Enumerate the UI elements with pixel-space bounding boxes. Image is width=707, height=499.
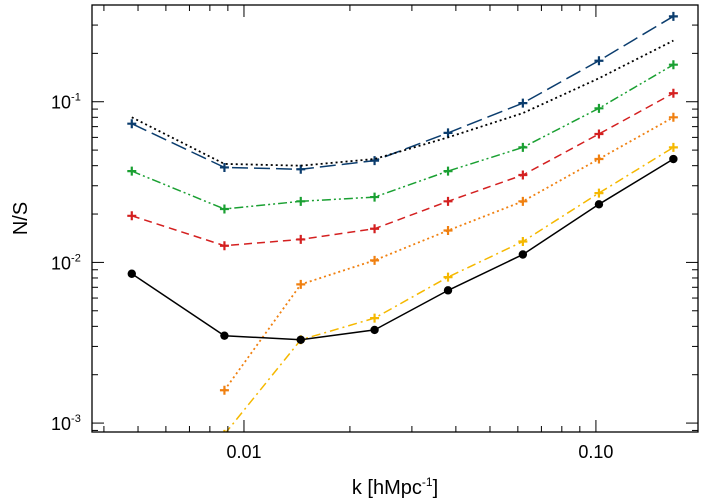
data-point [518, 196, 528, 206]
data-point [220, 331, 229, 340]
data-point [127, 119, 137, 129]
y-tick-label-base: 10 [51, 253, 71, 273]
tick-marks [92, 4, 698, 432]
data-point [127, 211, 137, 221]
data-point [296, 234, 306, 244]
series [127, 88, 678, 251]
data-point [219, 241, 229, 251]
x-axis-label-sup: -1 [422, 475, 433, 489]
data-point [296, 196, 306, 206]
data-point [219, 162, 229, 172]
x-tick-label: 0.01 [226, 442, 261, 462]
data-point [370, 224, 380, 234]
data-point [370, 325, 379, 335]
data-point [668, 60, 678, 70]
series-line [131, 92, 674, 247]
data-point [219, 204, 229, 214]
y-tick-label: 10-1 [51, 92, 81, 113]
data-point [594, 56, 604, 66]
data-point [443, 286, 453, 295]
data-point [518, 250, 528, 259]
data-point [443, 272, 453, 282]
y-axis-label: N/S [10, 202, 32, 235]
data-point [370, 156, 380, 166]
data-point [594, 188, 604, 198]
series-layer [127, 11, 678, 432]
data-point [668, 112, 678, 122]
data-point [594, 129, 604, 139]
data-point [518, 98, 528, 108]
data-point [443, 196, 453, 206]
data-point [669, 154, 678, 164]
y-tick-label: 10-2 [51, 252, 81, 273]
y-tick-label-exp: -1 [71, 92, 81, 104]
series [127, 154, 678, 344]
x-tick-label: 0.10 [578, 442, 613, 462]
series [127, 11, 678, 174]
data-point [668, 88, 678, 98]
data-point [127, 269, 136, 278]
data-point [594, 103, 604, 113]
y-tick-label-exp: -3 [71, 413, 81, 425]
data-point [219, 385, 229, 395]
x-axis-label-base: k [hMpc [352, 477, 422, 499]
data-point [296, 279, 306, 289]
data-point [443, 166, 453, 176]
plot-frame [91, 4, 699, 433]
data-point [127, 166, 137, 176]
data-point [594, 200, 604, 209]
y-tick-label: 10-3 [51, 413, 81, 434]
data-point [594, 154, 604, 164]
series-line [131, 64, 674, 210]
data-point [443, 128, 453, 138]
series-line [131, 158, 674, 341]
data-point [668, 142, 678, 152]
series [127, 60, 678, 214]
data-point [518, 170, 528, 180]
data-point [370, 192, 380, 202]
data-point [668, 11, 678, 21]
data-point [370, 313, 380, 323]
data-point [370, 255, 380, 265]
y-tick-label-base: 10 [51, 93, 71, 113]
series [219, 112, 678, 395]
series-line [131, 15, 674, 171]
x-axis-label-tail: ] [433, 477, 439, 499]
x-axis-label: k [hMpc-1] [352, 475, 438, 499]
data-point [296, 335, 305, 344]
data-point [443, 225, 453, 235]
y-tick-label-exp: -2 [71, 252, 81, 264]
data-point [518, 236, 528, 246]
y-tick-label-base: 10 [51, 414, 71, 434]
series [131, 39, 674, 167]
data-point [518, 142, 528, 152]
series-line [131, 39, 674, 167]
